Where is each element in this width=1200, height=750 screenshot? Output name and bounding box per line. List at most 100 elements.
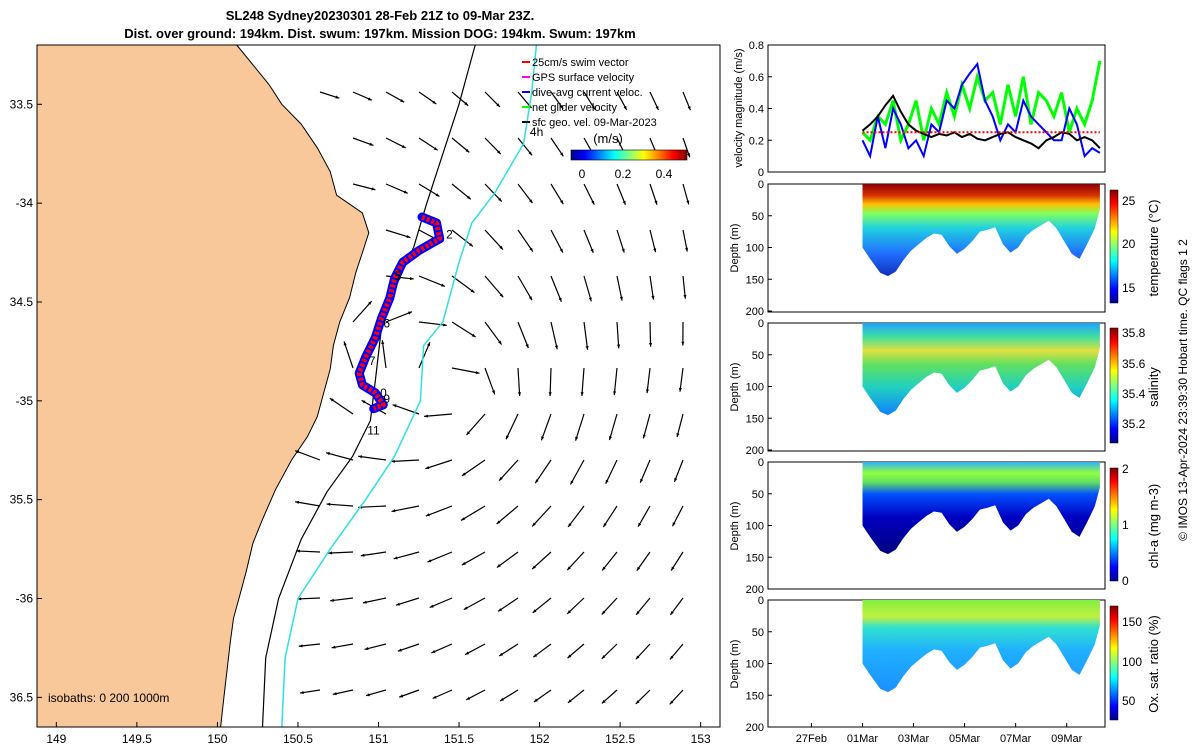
velocity-vector <box>531 551 552 570</box>
velocity-vector <box>636 551 651 571</box>
velocity-vector-head <box>496 520 501 525</box>
velocity-vector <box>581 367 585 396</box>
velocity-vector <box>534 459 552 484</box>
velocity-vector-head <box>669 700 674 705</box>
oxygen-depth-label: Depth (m) <box>729 640 741 689</box>
velocity-vector-head <box>532 522 536 527</box>
velocity-vector-head <box>636 566 641 571</box>
oxygen-cbar-50: 50 <box>1122 694 1136 708</box>
velocity-vector <box>569 459 585 485</box>
temperature-cbar-label: temperature (°C) <box>1146 200 1161 297</box>
velocity-vector-head <box>601 699 606 704</box>
velocity-magnitude-plot: 0 0.2 0.4 0.6 0.8 velocity magnitude (m/s) <box>733 40 1106 179</box>
ox-depth-tick: 0 <box>758 595 764 607</box>
velocity-vector-head <box>466 195 471 200</box>
track-label-3: 7 <box>369 354 376 368</box>
sal-depth-tick: 200 <box>746 445 764 457</box>
temp-depth-tick: 150 <box>746 274 764 286</box>
sal-depth-tick: 150 <box>746 413 764 425</box>
velocity-vector <box>649 229 657 253</box>
velocity-vector-head <box>683 294 687 299</box>
isobaths-label: isobaths: 0 200 1000m <box>48 691 169 705</box>
velocity-vector <box>418 321 447 326</box>
velocity-y-axis: 0 0.2 0.4 0.6 0.8 <box>749 40 772 179</box>
velocity-vector-head <box>408 311 413 315</box>
velocity-vector <box>330 597 354 602</box>
velocity-vector-head <box>681 341 685 346</box>
map-x-tick: 153 <box>691 732 711 746</box>
velocity-vector <box>531 505 552 527</box>
velocity-vector <box>517 137 533 156</box>
velocity-vector-head <box>406 234 411 238</box>
velocity-vector-head <box>399 694 404 698</box>
velocity-vector <box>358 505 387 508</box>
velocity-vector-head <box>466 696 471 700</box>
colorbar-tick-02: 0.2 <box>615 167 632 181</box>
velocity-vector-head <box>500 697 505 701</box>
temperature-section: 0 50 100 150 200 Depth (m) 25 20 15 temperat… <box>729 179 1161 318</box>
velocity-vector-head <box>461 472 466 476</box>
velocity-vector <box>352 300 373 323</box>
map-y-tick: 33.5 <box>10 97 34 111</box>
ox-depth-tick: 50 <box>752 627 764 639</box>
sal-depth-tick: 100 <box>746 382 764 394</box>
velocity-vector-head <box>567 610 571 614</box>
velocity-vector-head <box>435 193 440 197</box>
velocity-vector-head <box>567 654 572 659</box>
velocity-vector <box>451 367 480 374</box>
track-label-2: 6 <box>383 317 390 331</box>
velocity-vector-head <box>361 400 366 404</box>
velocity-vector <box>498 643 519 657</box>
velocity-vector-head <box>559 104 564 109</box>
velocity-vector <box>484 229 504 250</box>
velocity-vector <box>385 229 411 239</box>
velocity-vector-head <box>517 392 522 396</box>
salinity-cbar-354: 35.4 <box>1122 387 1146 401</box>
velocity-vector <box>616 275 623 301</box>
map-x-axis: 149 149.5 150 150.5 151 151.5 152 152.5 153 <box>46 722 711 746</box>
velocity-vector-head <box>498 197 502 202</box>
velocity-vector <box>484 183 503 202</box>
velocity-vector-head <box>528 296 533 301</box>
legend-entry-gps: GPS surface velocity <box>532 72 635 84</box>
velocity-vector <box>649 275 655 300</box>
velocity-vector-head <box>671 566 675 571</box>
velocity-vector-head <box>329 398 334 402</box>
legend-entry-swim: 25cm/s swim vector <box>532 57 629 69</box>
velocity-vector <box>550 183 564 205</box>
velocity-vector <box>451 137 470 153</box>
velocity-vector <box>294 450 321 461</box>
velocity-vector-head <box>397 648 402 652</box>
velocity-vector-head <box>653 248 657 253</box>
map-x-tick: 150.5 <box>283 732 313 746</box>
velocity-vector <box>451 275 475 294</box>
velocity-vector-head <box>362 600 367 604</box>
velocity-vector-head <box>432 100 437 105</box>
velocity-vector-head <box>651 295 655 300</box>
velocity-vector <box>466 413 486 436</box>
velocity-vector-head <box>328 551 333 555</box>
velocity-vector-head <box>678 387 682 392</box>
velocity-vector-head <box>400 99 405 103</box>
track-labels: 2 5 6 7 90 11 4h <box>367 125 543 437</box>
velocity-vector <box>613 367 618 396</box>
velocity-vector <box>295 501 321 507</box>
chl-depth-tick: 200 <box>746 584 764 596</box>
velocity-vector-head <box>393 556 398 560</box>
map-y-axis: 33.5 -34 34.5 -35 35.5 -36 36.5 <box>10 97 42 704</box>
velocity-y-tick: 0.6 <box>749 72 764 84</box>
map-x-tick: 152 <box>530 732 550 746</box>
velocity-vector-head <box>496 564 501 568</box>
glider-track-swim-vector <box>356 214 443 412</box>
velocity-vector <box>605 459 618 485</box>
salinity-depth-label: Depth (m) <box>729 363 741 412</box>
chl-a-depth-label: Depth (m) <box>729 502 741 551</box>
velocity-vector-head <box>463 606 468 610</box>
time-x-tick: 01Mar <box>847 733 879 745</box>
velocity-vector <box>418 183 440 198</box>
velocity-vector-head <box>464 102 469 106</box>
velocity-vector <box>425 505 453 517</box>
velocity-vector-head <box>687 153 690 158</box>
velocity-vector-head <box>391 459 395 463</box>
